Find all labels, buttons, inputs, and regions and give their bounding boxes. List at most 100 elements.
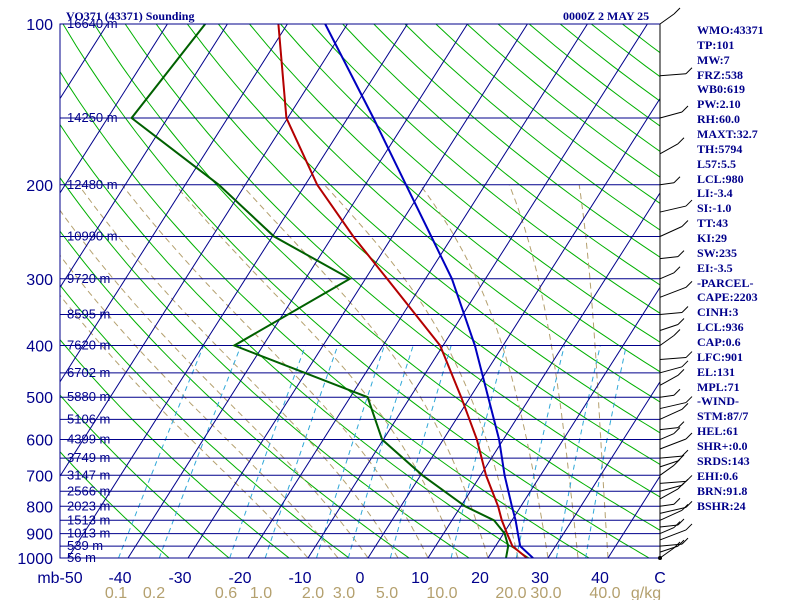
wind-barb-feather: [681, 403, 689, 410]
isotherm: [127, 24, 468, 558]
wind-barb-feather: [685, 396, 693, 403]
index-item: TT:43: [697, 216, 729, 231]
mixing-ratio-label: g/kg: [631, 585, 661, 600]
wind-barb-feather: [685, 475, 693, 482]
mixing-ratio-label: 0.6: [215, 585, 237, 600]
wind-barb: [659, 111, 683, 119]
pressure-tick-label: 900: [26, 527, 53, 544]
wind-barb-feather: [673, 521, 681, 528]
isotherm: [67, 24, 408, 558]
height-label: 7620 m: [67, 338, 110, 353]
mixing-ratio-label: 1.0: [250, 585, 272, 600]
moist-adiabat: [578, 184, 609, 558]
wind-barb: [659, 335, 675, 346]
wind-barb-feather: [685, 501, 693, 508]
wind-barb-feather: [677, 421, 685, 429]
wind-barb: [659, 256, 679, 260]
wind-barb: [659, 143, 679, 155]
temperature-tick-label: -10: [288, 570, 311, 587]
wind-barb-feather: [685, 432, 693, 440]
moist-adiabat: [241, 184, 489, 558]
pressure-tick-label: 600: [26, 433, 53, 450]
wind-barb-feather: [685, 280, 693, 288]
moist-adiabat: [121, 184, 429, 558]
mixing-ratio-label: 3.0: [333, 585, 355, 600]
moist-adiabat: [174, 184, 459, 558]
height-label: 16640 m: [67, 16, 118, 31]
wind-barb-feather: [673, 176, 681, 184]
height-label: 5880 m: [67, 389, 110, 404]
isotherm: [60, 24, 348, 478]
wind-barb: [659, 506, 687, 514]
wind-barb-feather: [681, 105, 689, 113]
station-title: VO371 (43371) Sounding: [66, 9, 195, 23]
wind-barb-feather: [677, 318, 685, 325]
wind-barb-feather: [681, 537, 689, 545]
index-item: PW:2.10: [697, 97, 741, 112]
height-label: 14250 m: [67, 110, 118, 125]
wind-barb-feather: [681, 220, 689, 227]
index-item: -PARCEL-: [697, 275, 754, 290]
isotherm: [367, 97, 660, 558]
parcel-trace: [324, 24, 534, 558]
wind-barb: [659, 480, 687, 484]
moist-adiabat: [60, 294, 309, 558]
wind-barb: [659, 394, 675, 398]
wind-barb-feather: [673, 266, 681, 274]
isotherm: [187, 24, 528, 558]
wind-barb: [659, 182, 675, 186]
mixing-ratio-label: 30.0: [530, 585, 561, 600]
index-item: -WIND-: [697, 394, 739, 409]
index-item: EHI:0.6: [697, 468, 739, 483]
index-item: EI:-3.5: [697, 260, 733, 275]
wind-barb: [659, 460, 679, 468]
dry-adiabat: [60, 230, 410, 558]
index-item: LCL:980: [697, 171, 744, 186]
wind-barb-feather: [677, 454, 685, 462]
wind-barb-feather: [673, 388, 681, 396]
index-item: CAP:0.6: [697, 335, 741, 350]
wind-barb: [659, 272, 675, 280]
temperature-tick-label: -30: [168, 570, 191, 587]
pressure-tick-label: 400: [26, 339, 53, 356]
index-item: L57:5.5: [697, 156, 736, 171]
isotherm: [60, 24, 168, 194]
index-item: WMO:43371: [697, 23, 764, 37]
wind-barb: [659, 408, 683, 420]
wind-barb: [659, 543, 683, 547]
wind-barb: [659, 357, 687, 361]
wind-barb: [659, 73, 687, 77]
wind-barb: [659, 547, 675, 559]
wind-barb-feather: [673, 427, 681, 434]
wind-barb-feather: [677, 137, 685, 145]
indices-panel: WMO:43371 TP:101 MW:7 FRZ:538 WB0:619 PW:2.10…: [697, 23, 800, 513]
pressure-tick-label: 500: [26, 390, 53, 407]
isotherm: [307, 24, 648, 558]
index-item: STM:87/7: [697, 409, 749, 424]
height-label: 539 m: [67, 538, 103, 553]
temperature-tick-label: 40: [591, 570, 609, 587]
wind-barb: [659, 366, 683, 374]
wind-barb-feather: [685, 199, 693, 207]
wind-barb: [659, 503, 675, 507]
isotherm: [60, 24, 228, 289]
wind-barb: [659, 455, 683, 459]
index-item: MW:7: [697, 52, 730, 67]
mixing-ratio-line: [389, 345, 452, 558]
mixing-ratio-label: 20.0: [495, 585, 526, 600]
index-item: BSHR:24: [697, 498, 746, 513]
height-label: 1513 m: [67, 512, 110, 527]
mixing-ratio-line: [229, 345, 306, 558]
wind-barb: [659, 509, 683, 521]
height-label: 12480 m: [67, 177, 118, 192]
wind-barb-feather: [673, 329, 681, 336]
mixing-ratio-label: 10.0: [426, 585, 457, 600]
index-item: LFC:901: [697, 349, 743, 364]
temperature-trace: [277, 24, 528, 558]
mixing-ratio-label: 0.2: [143, 585, 165, 600]
height-label: 3749 m: [67, 450, 110, 465]
wind-barb-feather: [685, 351, 693, 358]
index-item: CAPE:2203: [697, 290, 758, 305]
height-label: 10990 m: [67, 228, 118, 243]
